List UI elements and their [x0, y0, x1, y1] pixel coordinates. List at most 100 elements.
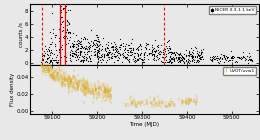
Point	[79, 59, 83, 61]
Point	[96, 38, 100, 40]
Point	[198, 55, 203, 58]
Point	[168, 48, 172, 50]
Point	[172, 60, 176, 62]
Point	[225, 56, 229, 58]
Point	[59, 46, 63, 48]
Point	[58, 37, 62, 39]
Point	[39, 61, 43, 63]
Point	[59, 11, 63, 13]
Point	[246, 58, 251, 60]
Point	[232, 55, 236, 58]
Point	[170, 61, 174, 63]
Point	[152, 54, 157, 57]
Point	[137, 57, 141, 59]
Point	[107, 49, 111, 52]
Point	[178, 59, 182, 61]
Point	[211, 55, 215, 57]
Point	[96, 36, 100, 38]
Point	[67, 30, 71, 33]
Point	[106, 53, 110, 55]
Point	[116, 50, 120, 52]
Point	[85, 57, 89, 59]
Point	[198, 54, 202, 56]
Point	[115, 48, 119, 50]
Point	[72, 45, 76, 47]
Point	[222, 55, 226, 57]
Point	[59, 9, 63, 11]
Point	[71, 52, 75, 54]
Point	[66, 9, 70, 11]
Point	[110, 45, 114, 47]
Point	[172, 58, 176, 60]
Point	[75, 48, 79, 50]
Point	[168, 47, 172, 50]
Point	[109, 57, 113, 59]
Point	[161, 56, 165, 58]
Point	[118, 46, 122, 48]
Point	[93, 43, 97, 46]
Point	[43, 61, 48, 64]
Point	[229, 57, 233, 60]
Point	[141, 58, 146, 60]
Point	[81, 55, 85, 58]
Point	[52, 53, 56, 55]
Point	[135, 52, 139, 54]
Point	[146, 43, 150, 45]
Point	[184, 55, 188, 57]
Point	[113, 48, 117, 50]
Point	[61, 28, 65, 31]
Point	[64, 20, 69, 22]
Point	[181, 60, 185, 62]
Point	[229, 57, 233, 59]
Point	[161, 61, 165, 63]
Point	[45, 53, 49, 56]
Point	[48, 52, 52, 54]
Point	[238, 57, 243, 59]
Point	[102, 56, 106, 58]
Point	[148, 52, 153, 54]
Point	[140, 59, 145, 61]
Point	[182, 57, 186, 59]
Point	[47, 48, 51, 51]
Point	[102, 47, 107, 49]
Point	[111, 47, 115, 50]
Point	[210, 59, 214, 61]
Point	[98, 43, 102, 45]
Point	[78, 51, 82, 53]
Point	[129, 42, 133, 44]
Point	[87, 55, 92, 57]
Point	[84, 47, 88, 49]
Point	[84, 38, 89, 40]
Point	[97, 41, 101, 43]
Point	[122, 56, 127, 58]
Point	[213, 57, 218, 60]
Point	[196, 59, 200, 61]
Point	[168, 53, 173, 56]
Point	[64, 60, 68, 62]
Point	[120, 53, 124, 55]
Point	[73, 53, 77, 55]
Point	[73, 56, 77, 59]
Point	[161, 53, 165, 56]
Point	[93, 52, 98, 55]
Point	[99, 56, 103, 59]
Point	[249, 59, 253, 61]
Point	[116, 56, 120, 59]
Point	[79, 40, 83, 42]
Point	[122, 55, 126, 57]
Point	[100, 55, 104, 57]
Point	[95, 52, 99, 54]
Legend: NICER 0.3-1.1 keV: NICER 0.3-1.1 keV	[209, 6, 256, 14]
Point	[55, 54, 60, 56]
Point	[116, 59, 120, 61]
Point	[55, 61, 59, 64]
Point	[250, 59, 254, 61]
Point	[177, 54, 181, 56]
Point	[135, 47, 139, 50]
Point	[83, 52, 87, 55]
Point	[168, 55, 172, 57]
Point	[242, 56, 246, 59]
Point	[48, 49, 53, 52]
Point	[193, 54, 197, 57]
Point	[188, 47, 193, 50]
